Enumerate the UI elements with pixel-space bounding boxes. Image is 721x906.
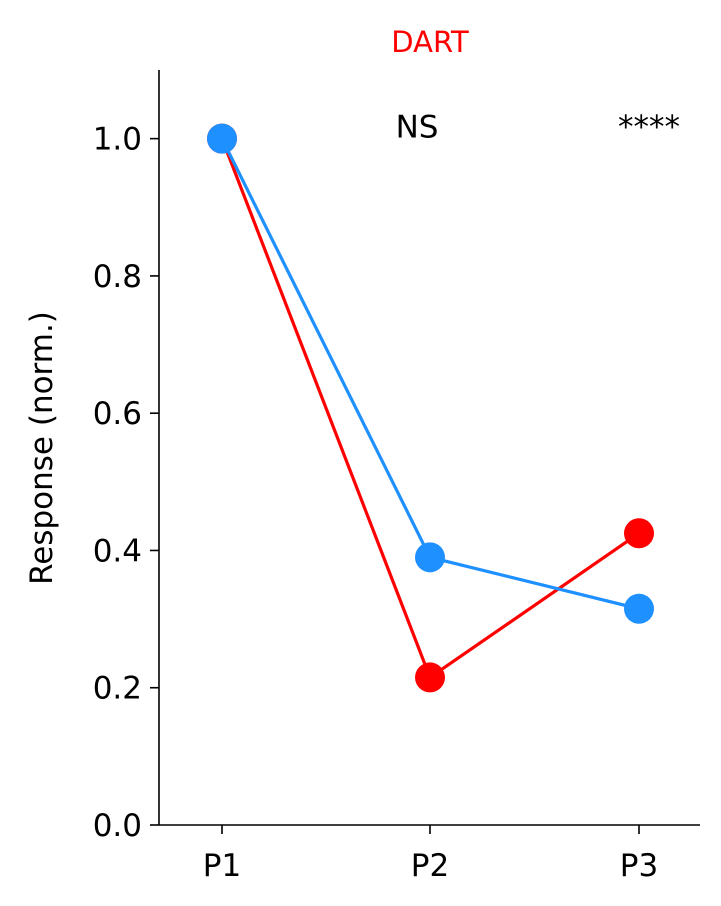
y-tick-label: 0.8 [93,259,142,295]
x-tick-label: P2 [411,848,449,884]
series-2 [207,123,654,624]
data-point [415,662,445,693]
annotation-layer: NS **** [396,110,680,146]
series-line [220,138,640,680]
x-tick-label: P3 [620,848,658,884]
chart-title: DART [391,25,469,59]
data-point [624,518,654,549]
y-tick-label: 0.6 [93,396,142,432]
y-axis-label: Response (norm.) [24,311,60,585]
x-tick-label: P1 [203,848,241,884]
y-tick-label: 0.4 [93,533,142,569]
y-tick-label: 1.0 [93,122,142,158]
y-tick-label: 0.2 [93,671,142,707]
ticks: 0.0 0.2 0.4 0.6 0.8 1.0 P1 P2 P3 [93,122,659,884]
data-point [624,593,654,624]
series-line [220,137,640,611]
data-point [207,123,237,154]
significance-label: **** [618,110,680,146]
series-layer [207,123,654,693]
significance-label: NS [396,110,439,146]
series-1 [207,123,654,693]
data-point [415,542,445,573]
y-tick-label: 0.0 [93,808,142,844]
